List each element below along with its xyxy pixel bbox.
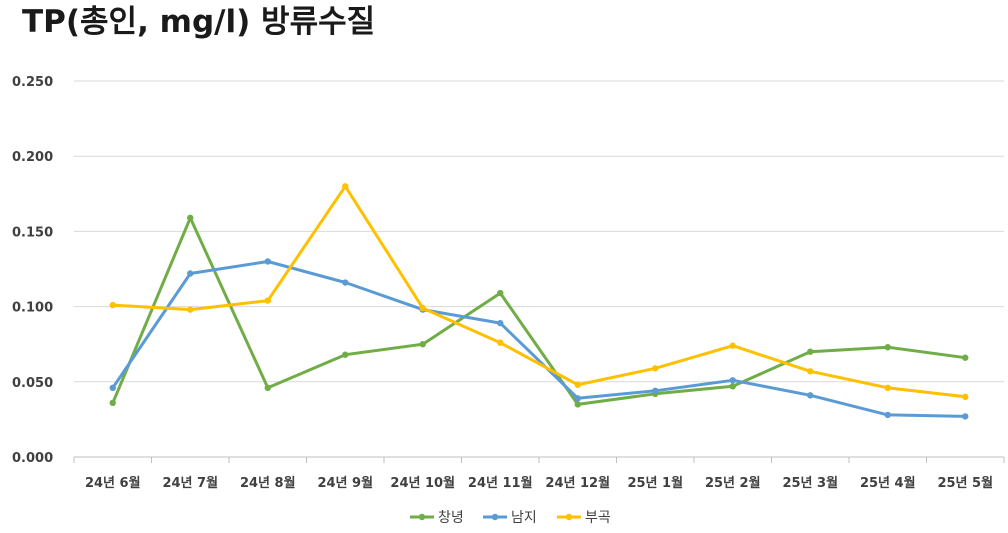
data-point	[652, 387, 659, 395]
x-tick-label: 24년 7월	[162, 475, 218, 491]
legend-item: 창녕	[410, 510, 464, 526]
data-point	[264, 384, 271, 392]
data-point	[109, 399, 116, 407]
legend-item: 부곡	[557, 510, 611, 526]
data-point	[497, 339, 504, 346]
x-axis: 24년 6월 24년 7월 24년 8월 24년 9월 24년 10월 24년 11월 24…	[73, 456, 1005, 491]
data-point	[497, 289, 504, 297]
data-point	[264, 297, 271, 304]
data-point	[342, 279, 349, 286]
legend-label: 부곡	[585, 510, 611, 526]
data-point	[109, 384, 116, 392]
data-point	[342, 351, 349, 358]
data-point	[652, 365, 659, 372]
data-point	[884, 411, 891, 419]
data-point	[729, 377, 736, 384]
chart-title: TP(총인, mg/l) 방류수질	[22, 4, 376, 40]
data-point	[962, 393, 969, 401]
data-point	[419, 341, 426, 348]
y-tick-label: 0.200	[12, 150, 53, 165]
series-line-2	[111, 260, 967, 418]
data-point	[962, 413, 969, 420]
x-tick-label: 25년 3월	[782, 475, 838, 491]
data-point	[187, 306, 194, 313]
data-point	[884, 344, 891, 351]
data-point	[419, 304, 426, 312]
y-tick-label: 0.250	[12, 75, 53, 90]
y-tick-label: 0.150	[12, 225, 53, 240]
y-tick-label: 0.000	[12, 451, 53, 466]
legend-swatch-marker	[491, 513, 499, 521]
series-lines	[109, 183, 969, 420]
data-point	[729, 342, 736, 349]
x-tick-label: 24년 6월	[85, 475, 141, 491]
data-point	[187, 214, 194, 222]
data-point	[962, 354, 969, 361]
data-point	[574, 401, 581, 408]
x-tick-label: 24년 9월	[317, 475, 373, 491]
data-point	[729, 383, 736, 390]
series-line-3	[111, 184, 967, 399]
x-tick-label: 24년 8월	[240, 475, 296, 491]
data-point	[264, 258, 271, 265]
x-tick-label: 24년 10월	[390, 475, 455, 491]
x-tick-label: 25년 4월	[860, 475, 916, 491]
y-axis: 0.000 0.050 0.100 0.150 0.200 0.250	[12, 75, 53, 466]
series-line-1	[111, 216, 967, 406]
y-tick-label: 0.050	[12, 376, 53, 391]
grid-lines	[74, 80, 1004, 383]
legend-label: 창녕	[438, 510, 464, 526]
x-tick-label: 25년 2월	[705, 475, 761, 491]
data-point	[574, 381, 581, 389]
data-point	[807, 392, 814, 399]
data-point	[807, 348, 814, 355]
x-tick-label: 24년 11월	[468, 475, 533, 491]
legend: 창녕 남지 부곡	[410, 510, 611, 526]
y-tick-label: 0.100	[12, 301, 53, 316]
legend-swatch-marker	[418, 513, 426, 521]
data-point	[109, 301, 116, 309]
data-point	[342, 183, 349, 190]
data-point	[187, 270, 194, 277]
data-point	[497, 319, 504, 327]
legend-item: 남지	[483, 510, 537, 526]
legend-label: 남지	[511, 510, 537, 526]
data-point	[884, 384, 891, 392]
data-point	[574, 395, 581, 402]
data-point	[807, 368, 814, 375]
x-tick-label: 25년 5월	[937, 475, 993, 491]
x-tick-label: 25년 1월	[627, 475, 683, 491]
x-tick-label: 24년 12월	[545, 475, 610, 491]
legend-swatch-marker	[565, 513, 573, 521]
